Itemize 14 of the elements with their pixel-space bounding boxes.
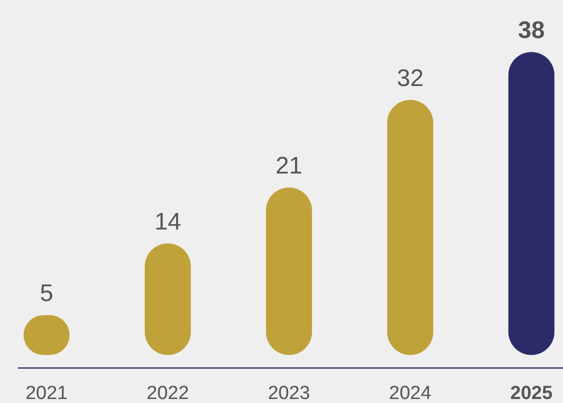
- x-tick-label: 2022: [146, 383, 189, 403]
- bar: [266, 188, 312, 355]
- x-tick-label: 2023: [268, 383, 310, 403]
- data-label: 38: [518, 17, 545, 44]
- data-label: 5: [40, 280, 54, 308]
- x-tick-label: 2024: [389, 383, 432, 403]
- x-tick-label: 2025: [510, 383, 553, 403]
- data-label: 32: [396, 64, 424, 92]
- bar: [387, 100, 434, 355]
- data-label: 21: [276, 152, 302, 180]
- data-label: 14: [154, 208, 182, 236]
- x-tick-label: 2021: [25, 383, 68, 403]
- bar: [144, 243, 191, 355]
- bar: [508, 52, 554, 355]
